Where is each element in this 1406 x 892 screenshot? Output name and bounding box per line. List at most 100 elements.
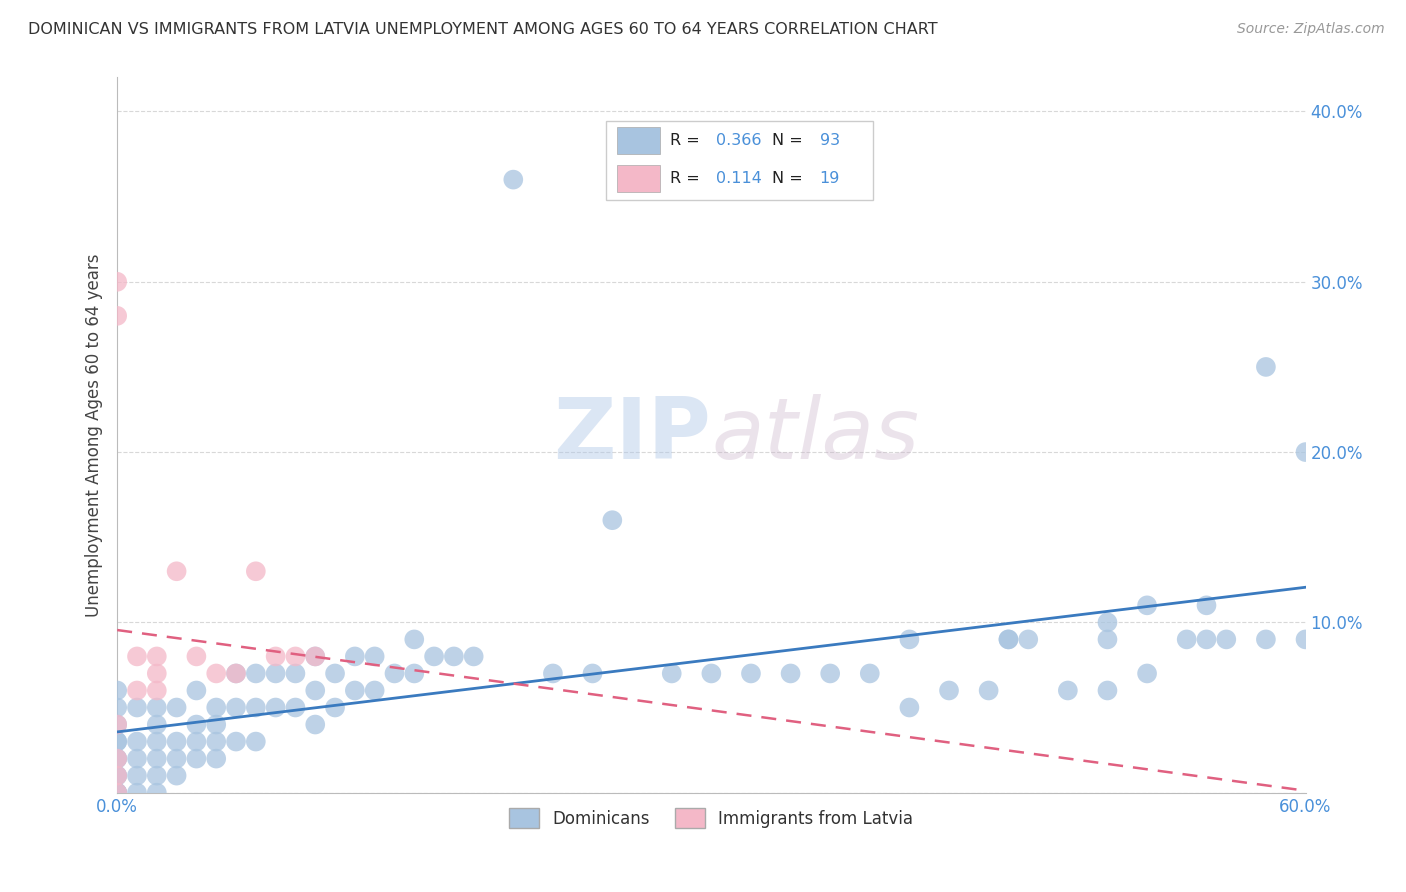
Point [105, 700, 128, 714]
Point [186, 717, 208, 731]
Point [740, 666, 762, 681]
Point [125, 683, 148, 698]
Point [898, 632, 921, 647]
Point [818, 666, 841, 681]
Point [245, 564, 267, 578]
Point [166, 751, 188, 765]
Point [1175, 632, 1198, 647]
Point [105, 769, 128, 783]
Point [105, 769, 128, 783]
Point [1136, 599, 1159, 613]
Point [264, 649, 287, 664]
Point [205, 717, 228, 731]
Point [1017, 632, 1039, 647]
Point [502, 172, 524, 186]
Point [323, 666, 346, 681]
Point [779, 666, 801, 681]
Point [1097, 615, 1119, 630]
Point [404, 666, 426, 681]
Point [105, 683, 128, 698]
FancyBboxPatch shape [617, 127, 659, 154]
Point [146, 786, 169, 800]
Point [1195, 632, 1218, 647]
Point [700, 666, 723, 681]
Text: 19: 19 [820, 171, 841, 186]
Point [363, 683, 385, 698]
Text: Source: ZipAtlas.com: Source: ZipAtlas.com [1237, 22, 1385, 37]
Point [105, 751, 128, 765]
Point [125, 734, 148, 748]
Point [225, 666, 247, 681]
Point [443, 649, 465, 664]
Point [105, 275, 128, 289]
Point [105, 786, 128, 800]
Point [661, 666, 683, 681]
Point [581, 666, 603, 681]
Point [146, 649, 169, 664]
Point [105, 717, 128, 731]
Point [186, 734, 208, 748]
Text: ZIP: ZIP [554, 393, 711, 476]
Point [146, 666, 169, 681]
Point [898, 700, 921, 714]
Point [125, 649, 148, 664]
Point [997, 632, 1019, 647]
Point [323, 700, 346, 714]
Point [225, 734, 247, 748]
Point [1056, 683, 1078, 698]
Point [384, 666, 406, 681]
Point [304, 717, 326, 731]
Point [1195, 599, 1218, 613]
Point [125, 786, 148, 800]
Point [146, 751, 169, 765]
Point [463, 649, 485, 664]
Text: DOMINICAN VS IMMIGRANTS FROM LATVIA UNEMPLOYMENT AMONG AGES 60 TO 64 YEARS CORRE: DOMINICAN VS IMMIGRANTS FROM LATVIA UNEM… [28, 22, 938, 37]
FancyBboxPatch shape [617, 165, 659, 192]
Point [205, 666, 228, 681]
Text: N =: N = [772, 133, 807, 148]
Point [245, 700, 267, 714]
Point [343, 649, 366, 664]
Point [1215, 632, 1237, 647]
FancyBboxPatch shape [606, 120, 873, 200]
Point [1295, 445, 1317, 459]
Text: 0.114: 0.114 [716, 171, 762, 186]
Point [205, 734, 228, 748]
Point [186, 683, 208, 698]
Text: 93: 93 [820, 133, 839, 148]
Text: 0.366: 0.366 [716, 133, 761, 148]
Point [125, 700, 148, 714]
Point [125, 751, 148, 765]
Text: atlas: atlas [711, 393, 920, 476]
Point [146, 734, 169, 748]
Point [1254, 359, 1277, 374]
Point [105, 786, 128, 800]
Text: N =: N = [772, 171, 807, 186]
Point [146, 717, 169, 731]
Point [423, 649, 446, 664]
Point [245, 666, 267, 681]
Point [205, 751, 228, 765]
Point [264, 700, 287, 714]
Point [105, 751, 128, 765]
Point [245, 734, 267, 748]
Point [105, 734, 128, 748]
Point [186, 751, 208, 765]
Point [602, 513, 624, 527]
Point [225, 666, 247, 681]
Point [541, 666, 564, 681]
Point [304, 649, 326, 664]
Point [363, 649, 385, 664]
Point [284, 666, 307, 681]
Point [343, 683, 366, 698]
Point [166, 564, 188, 578]
Point [997, 632, 1019, 647]
Text: R =: R = [671, 171, 704, 186]
Point [1097, 683, 1119, 698]
Point [1295, 632, 1317, 647]
Point [977, 683, 1000, 698]
Point [125, 769, 148, 783]
Point [105, 309, 128, 323]
Point [264, 666, 287, 681]
Point [105, 769, 128, 783]
